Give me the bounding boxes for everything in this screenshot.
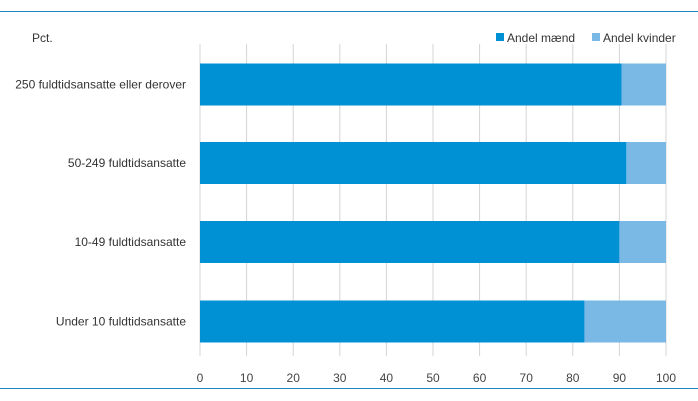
legend: Andel mænd Andel kvinder xyxy=(496,31,676,45)
bar-men-3 xyxy=(200,221,620,263)
category-label-2: 50-249 fuldtidsansatte xyxy=(68,156,186,170)
bar-men-2 xyxy=(200,142,627,184)
legend-swatch-1 xyxy=(496,33,504,41)
bar-layer xyxy=(200,63,666,343)
x-tick-label-20: 20 xyxy=(287,371,301,385)
legend-label-1: Andel mænd xyxy=(507,31,575,45)
x-tick-label-0: 0 xyxy=(197,371,204,385)
legend-swatch-2 xyxy=(592,33,600,41)
unit-label: Pct. xyxy=(32,31,53,45)
top-rule xyxy=(0,11,698,12)
bar-women-3 xyxy=(619,221,666,263)
bar-men-1 xyxy=(200,63,622,106)
x-tick-label-30: 30 xyxy=(333,371,347,385)
bar-men-4 xyxy=(200,300,585,343)
x-tick-label-80: 80 xyxy=(566,371,580,385)
x-tick-label-60: 60 xyxy=(473,371,487,385)
label-layer: 0 10 20 30 40 50 60 70 80 90 100 250 fuldtidsansatt… xyxy=(15,78,676,386)
x-tick-label-90: 90 xyxy=(613,371,627,385)
bottom-rule xyxy=(0,388,698,389)
x-tick-label-100: 100 xyxy=(656,371,676,385)
category-label-3: 10-49 fuldtidsansatte xyxy=(75,235,187,249)
x-tick-label-70: 70 xyxy=(520,371,534,385)
category-label-4: Under 10 fuldtidsansatte xyxy=(56,315,186,329)
legend-label-2: Andel kvinder xyxy=(603,31,676,45)
x-tick-label-50: 50 xyxy=(426,371,440,385)
bar-women-4 xyxy=(584,300,666,343)
bar-women-2 xyxy=(626,142,666,184)
category-label-1: 250 fuldtidsansatte eller derover xyxy=(15,78,186,92)
x-tick-label-10: 10 xyxy=(240,371,254,385)
x-tick-label-40: 40 xyxy=(380,371,394,385)
bar-women-1 xyxy=(621,63,666,106)
